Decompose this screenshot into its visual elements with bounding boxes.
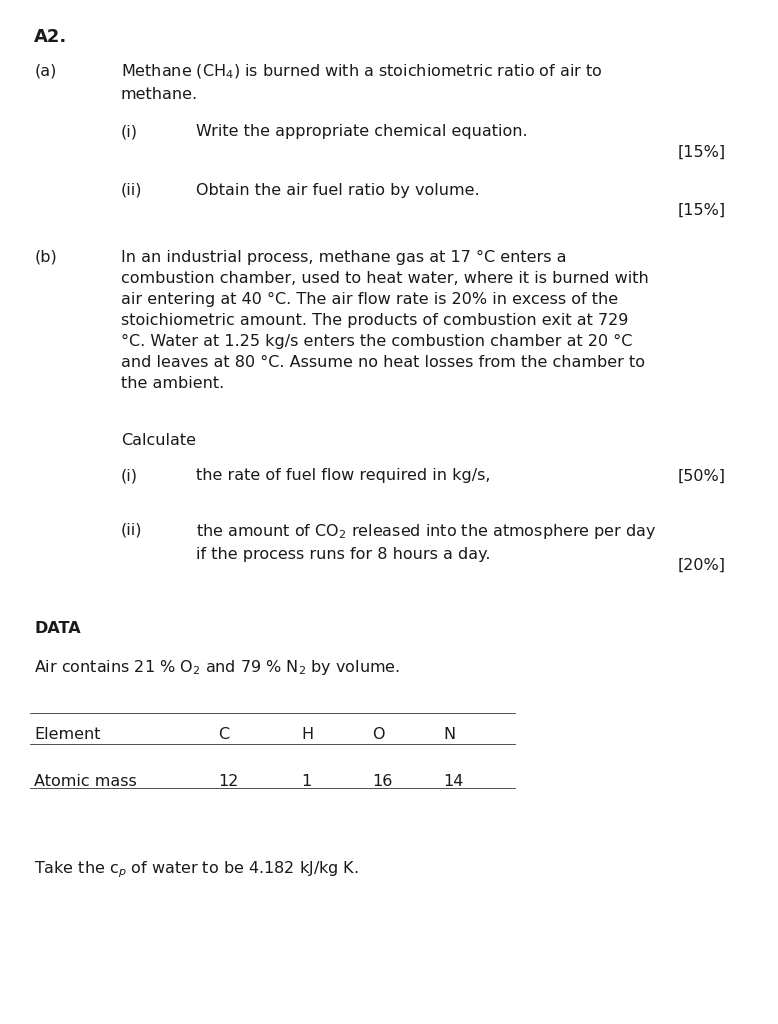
Text: [15%]: [15%] bbox=[678, 203, 726, 218]
Text: Write the appropriate chemical equation.: Write the appropriate chemical equation. bbox=[196, 124, 527, 139]
Text: Calculate: Calculate bbox=[121, 433, 195, 447]
Text: (b): (b) bbox=[34, 250, 57, 265]
Text: the amount of CO$_2$ released into the atmosphere per day
if the process runs fo: the amount of CO$_2$ released into the a… bbox=[196, 522, 656, 562]
Text: [50%]: [50%] bbox=[678, 468, 726, 483]
Text: A2.: A2. bbox=[34, 28, 68, 45]
Text: (a): (a) bbox=[34, 63, 57, 78]
Text: 16: 16 bbox=[373, 774, 393, 790]
Text: Air contains 21 % O$_2$ and 79 % N$_2$ by volume.: Air contains 21 % O$_2$ and 79 % N$_2$ b… bbox=[34, 658, 401, 677]
Text: 14: 14 bbox=[443, 774, 464, 790]
Text: [15%]: [15%] bbox=[678, 144, 726, 160]
Text: (ii): (ii) bbox=[121, 183, 142, 198]
Text: the rate of fuel flow required in kg/s,: the rate of fuel flow required in kg/s, bbox=[196, 468, 490, 483]
Text: H: H bbox=[301, 727, 313, 742]
Text: Element: Element bbox=[34, 727, 100, 742]
Text: [20%]: [20%] bbox=[678, 558, 726, 572]
Text: Methane (CH$_4$) is burned with a stoichiometric ratio of air to
methane.: Methane (CH$_4$) is burned with a stoich… bbox=[121, 63, 602, 102]
Text: Obtain the air fuel ratio by volume.: Obtain the air fuel ratio by volume. bbox=[196, 183, 479, 198]
Text: 1: 1 bbox=[301, 774, 311, 790]
Text: (i): (i) bbox=[121, 124, 138, 139]
Text: O: O bbox=[373, 727, 385, 742]
Text: C: C bbox=[219, 727, 230, 742]
Text: Atomic mass: Atomic mass bbox=[34, 774, 137, 790]
Text: Take the c$_p$ of water to be 4.182 kJ/kg K.: Take the c$_p$ of water to be 4.182 kJ/k… bbox=[34, 859, 359, 880]
Text: DATA: DATA bbox=[34, 621, 81, 636]
Text: (i): (i) bbox=[121, 468, 138, 483]
Text: N: N bbox=[443, 727, 456, 742]
Text: In an industrial process, methane gas at 17 °C enters a
combustion chamber, used: In an industrial process, methane gas at… bbox=[121, 250, 648, 391]
Text: 12: 12 bbox=[219, 774, 239, 790]
Text: (ii): (ii) bbox=[121, 522, 142, 538]
